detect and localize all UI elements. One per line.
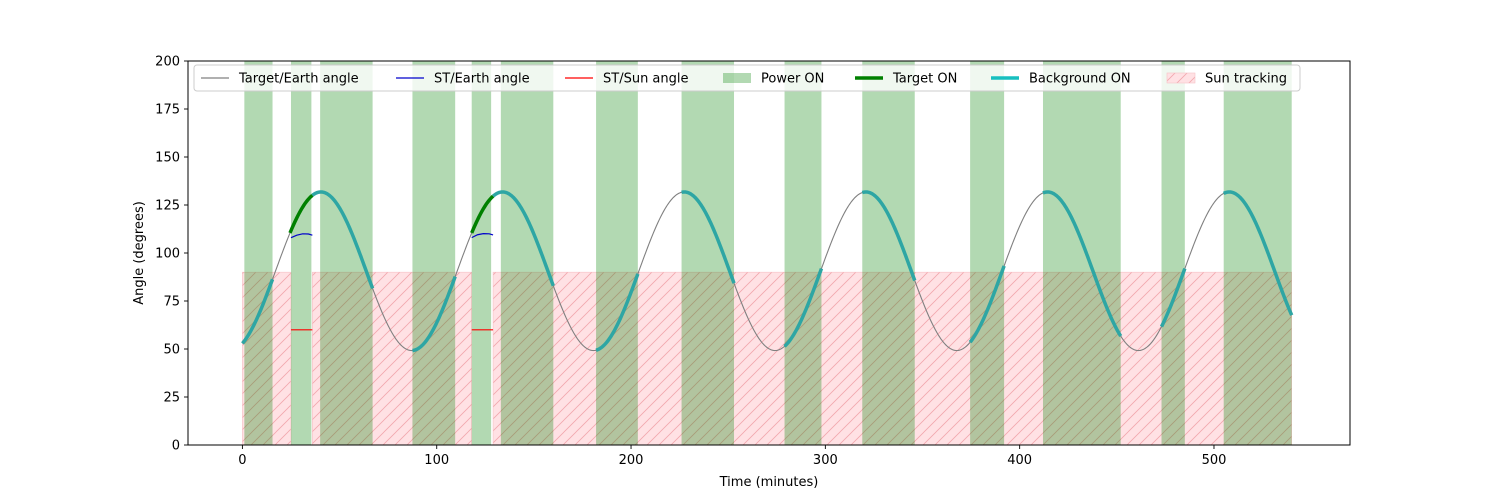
power-on-span: [1042, 61, 1121, 445]
power-on-span: [1161, 61, 1185, 445]
y-tick-label: 0: [172, 439, 180, 454]
legend-label: ST/Sun angle: [603, 72, 689, 87]
background-on-segment: [491, 190, 555, 287]
y-tick-label: 50: [163, 343, 180, 358]
power-on-span: [471, 61, 492, 445]
x-tick-label: 400: [1007, 453, 1032, 468]
background-on-segment: [1159, 267, 1187, 328]
power-on-span: [784, 61, 822, 445]
st-earth-angle-line: [290, 233, 313, 239]
sun-tracking-span: [492, 271, 1293, 445]
power-on-span: [244, 61, 273, 445]
background-on-segment: [861, 190, 917, 282]
legend-item: Background ON: [991, 72, 1131, 87]
power-on-span: [412, 61, 456, 445]
legend-swatch: [723, 73, 751, 83]
legend-item: Target ON: [855, 72, 957, 87]
background-on-segment: [1042, 190, 1123, 338]
legend-label: Target/Earth angle: [238, 72, 359, 87]
x-tick-label: 200: [619, 453, 644, 468]
legend-label: Background ON: [1029, 72, 1131, 87]
x-tick-label: 100: [424, 453, 449, 468]
y-tick-label: 125: [155, 199, 180, 214]
legend-item: Sun tracking: [1166, 72, 1287, 87]
background-on-segment: [412, 275, 457, 353]
power-on-span: [681, 61, 735, 445]
x-tick-label: 500: [1202, 453, 1227, 468]
background-on-segment: [681, 190, 736, 284]
legend-label: Power ON: [761, 72, 824, 87]
legend-item: Target/Earth angle: [201, 72, 359, 87]
y-tick-label: 175: [155, 103, 180, 118]
legend-item: Power ON: [723, 72, 824, 87]
background-on-segment: [241, 278, 275, 345]
legend-label: Target ON: [892, 72, 957, 87]
background-on-segment: [783, 267, 824, 348]
sun-tracking-span: [242, 271, 292, 445]
legend: [193, 64, 1301, 92]
x-tick-label: 0: [238, 453, 246, 468]
y-tick-label: 150: [155, 151, 180, 166]
x-tick-label: 300: [813, 453, 838, 468]
legend-item: ST/Sun angle: [565, 72, 689, 87]
x-axis-label: Time (minutes): [719, 475, 819, 490]
background-on-segment: [595, 273, 640, 352]
legend-swatch: [1166, 72, 1196, 84]
background-on-segment: [311, 190, 375, 290]
background-on-segment: [1222, 190, 1294, 316]
legend-label: Sun tracking: [1205, 72, 1287, 87]
target-on-segment: [288, 194, 314, 234]
power-on-span: [1223, 61, 1292, 445]
power-on-span: [596, 61, 638, 445]
legend-item: ST/Earth angle: [396, 72, 530, 87]
y-tick-label: 25: [163, 391, 180, 406]
power-on-span: [500, 61, 554, 445]
y-axis-label: Angle (degrees): [132, 201, 147, 305]
st-earth-angle-line: [471, 233, 494, 239]
power-on-span: [970, 61, 1005, 445]
power-on-span: [290, 61, 312, 445]
y-tick-label: 100: [155, 247, 180, 262]
background-on-segment: [968, 265, 1006, 344]
power-on-span: [862, 61, 915, 445]
legend-label: ST/Earth angle: [434, 72, 530, 87]
target-on-segment: [470, 194, 495, 234]
power-on-span: [320, 61, 373, 445]
y-tick-label: 200: [155, 55, 180, 70]
y-tick-label: 75: [163, 295, 180, 310]
